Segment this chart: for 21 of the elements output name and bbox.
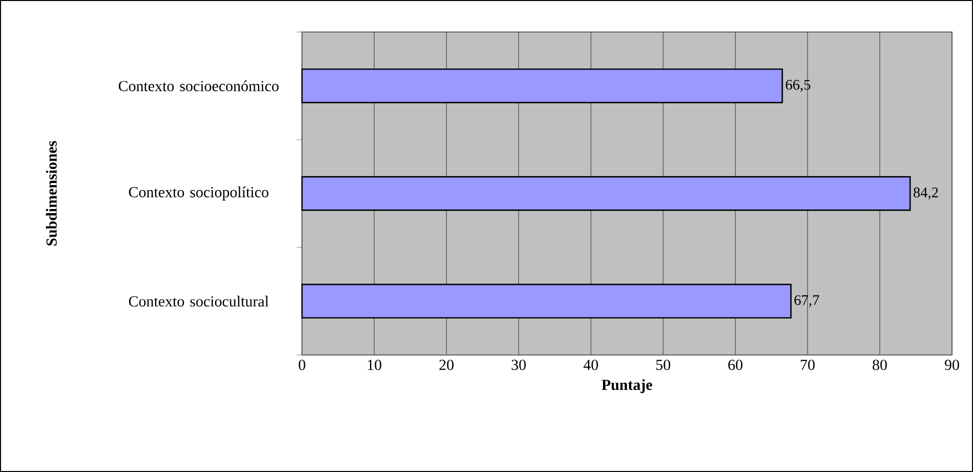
data-label: 84,2 xyxy=(914,188,938,200)
x-tick-label: 30 xyxy=(512,360,526,370)
y-tick-label: Contexto sociopolítico xyxy=(128,186,268,200)
data-label: 67,7 xyxy=(794,295,820,308)
x-tick-label: 10 xyxy=(368,360,382,370)
x-tick-label: 70 xyxy=(800,360,815,370)
x-tick-label: 0 xyxy=(298,360,306,370)
x-tick-label: 60 xyxy=(728,360,742,370)
y-axis-title: Subdimensiones xyxy=(46,141,57,246)
x-tick-label: 50 xyxy=(656,360,670,370)
x-tick-label: 20 xyxy=(439,360,454,370)
bar xyxy=(301,284,792,319)
x-axis-title: Puntaje xyxy=(602,379,652,394)
x-tick-label: 90 xyxy=(944,360,960,370)
x-tick-label: 40 xyxy=(584,360,598,370)
y-tick-label: Contexto sociocultural xyxy=(128,296,269,307)
x-tick-label: 80 xyxy=(872,360,887,370)
y-tick-label: Contexto socioeconómico xyxy=(118,80,279,92)
data-label: 66,5 xyxy=(786,80,810,92)
bar xyxy=(301,68,783,104)
bar xyxy=(301,176,911,211)
